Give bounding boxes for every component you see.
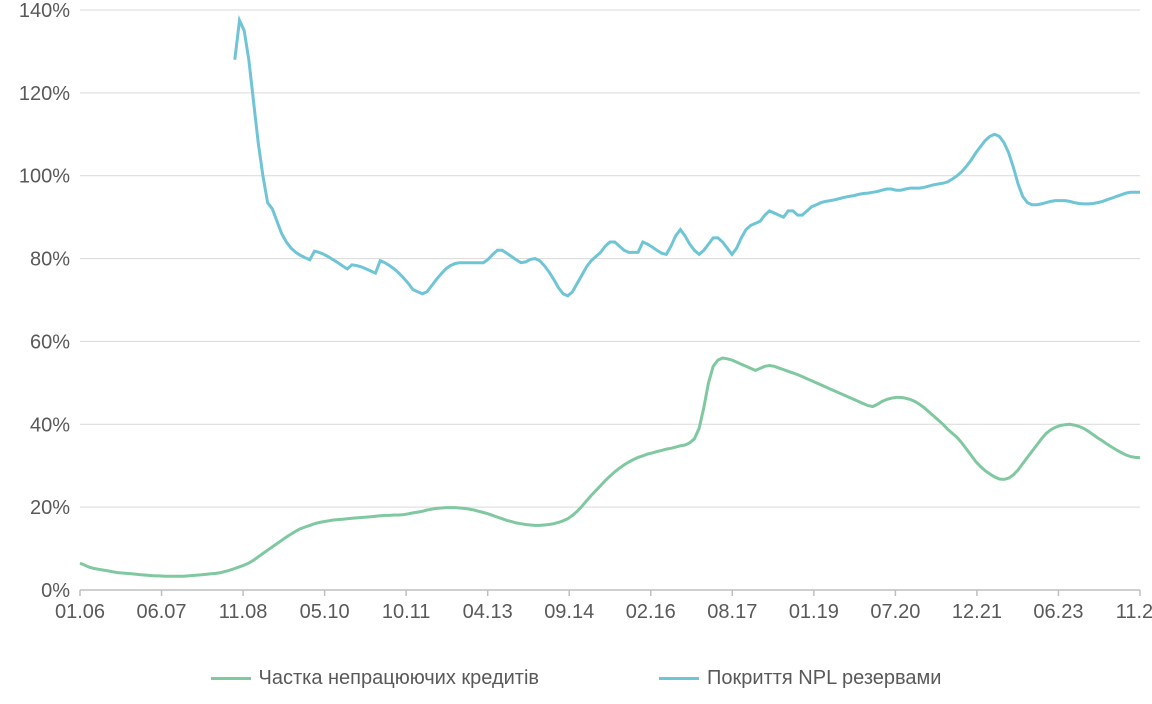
y-tick-label: 60% (30, 331, 70, 353)
x-tick-label: 12.21 (952, 601, 1002, 623)
legend-swatch (659, 677, 699, 680)
y-tick-label: 0% (41, 580, 70, 602)
y-tick-label: 120% (19, 83, 70, 105)
legend: Частка непрацюючих кредитів Покриття NPL… (0, 667, 1152, 690)
x-tick-label: 01.06 (55, 601, 105, 623)
y-tick-label: 140% (19, 0, 70, 22)
chart-svg: 0% 20% 40% 60% 80% 100% 120% 140% 01.06 06.07 11.0… (0, 0, 1152, 704)
y-tick-label: 20% (30, 497, 70, 519)
legend-label: Покриття NPL резервами (707, 667, 941, 690)
x-tick-label: 04.13 (463, 601, 513, 623)
x-tick-label: 10.11 (382, 601, 431, 623)
series-npl_coverage (235, 20, 1140, 296)
legend-item-npl-coverage: Покриття NPL резервами (659, 667, 941, 690)
x-tick-label: 06.23 (1033, 601, 1083, 623)
x-tick-label: 09.14 (544, 601, 594, 623)
x-tick-label: 02.16 (626, 601, 676, 623)
y-tick-label: 80% (30, 249, 70, 271)
x-tick-label: 11.08 (219, 601, 268, 623)
x-tick-label: 06.07 (137, 601, 187, 623)
y-tick-label: 40% (30, 414, 70, 436)
x-tick-label: 07.20 (870, 601, 920, 623)
series-npl_share (80, 358, 1140, 576)
legend-item-npl-share: Частка непрацюючих кредитів (211, 667, 540, 690)
legend-swatch (211, 677, 251, 680)
y-tick-label: 100% (19, 166, 70, 188)
x-tick-label: 05.10 (300, 601, 350, 623)
x-tick-label: 08.17 (707, 601, 757, 623)
x-tick-label: 01.19 (789, 601, 839, 623)
legend-label: Частка непрацюючих кредитів (259, 667, 540, 690)
x-tick-label: 11.24 (1116, 601, 1152, 623)
line-chart: 0% 20% 40% 60% 80% 100% 120% 140% 01.06 06.07 11.0… (0, 0, 1152, 704)
